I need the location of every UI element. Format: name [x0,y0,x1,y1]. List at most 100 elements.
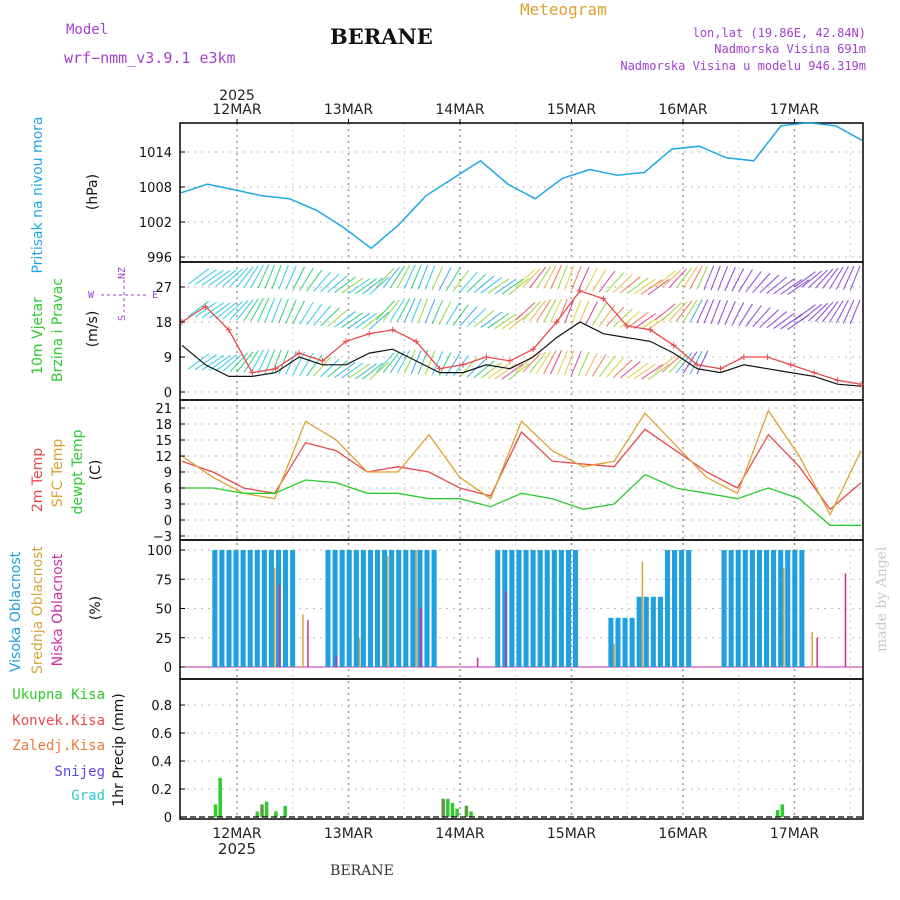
high-cloud-bar [431,550,437,667]
high-cloud-bar [544,550,550,667]
wind-arrow [362,277,384,295]
wind-arrow [362,312,384,330]
wind-arrow [348,363,371,379]
low-cloud-label: Niska Oblacnost [50,553,66,666]
wind-arrow [731,268,745,292]
wind-arrow [278,265,289,290]
wind-arrow [522,267,541,288]
compass-s: S [117,315,128,321]
wind-arrow [794,271,816,288]
wind-arrow [369,276,390,296]
y-tick-label: −3 [153,530,172,545]
high-cloud-bar [212,550,218,667]
wind-arrow [208,269,231,286]
high-cloud-bar [219,550,225,667]
sfc-temp-line [181,409,862,517]
compass-w: W [88,290,95,301]
day-label-top: 12MAR [212,102,261,118]
wind-arrow [271,298,282,323]
y-tick-label: 100 [147,544,172,559]
wind-arrow [682,299,698,323]
wind-arrow [780,278,803,295]
wind-arrow [389,298,405,322]
high-cloud-bar [374,550,381,667]
elevation-text: Nadmorska Visina 691m [714,42,866,56]
wind-arrow [508,362,530,381]
wind-arrow [187,268,210,285]
wind-arrow [536,351,552,374]
wind-arrow [313,356,332,377]
wind-arrow [710,299,721,325]
wind-arrow [382,299,400,321]
high-cloud-bar [516,550,522,667]
wind-arrow [724,301,736,326]
high-cloud-bar [763,550,770,667]
wind-arrow [591,268,607,292]
wind-arrow [369,361,390,381]
wind-arrow [647,278,670,296]
wind-arrow [675,300,693,322]
high-cloud-bar [742,550,748,667]
wind-arrow [438,267,452,291]
wind-arrow [536,299,552,322]
high-cloud-bar [558,550,564,667]
mid-cloud-bar [811,631,813,667]
day-label-bottom: 16MAR [658,826,707,842]
precip-bar [441,798,445,817]
wind-ylabel: (m/s) [85,311,101,348]
wind-arrow [243,350,259,373]
day-label-bottom: 12MAR [212,826,261,842]
wind-arrow [382,351,400,373]
y-tick-label: 0.2 [151,783,172,798]
y-tick-label: 1014 [139,146,172,161]
wind-arrow [452,304,469,326]
high-cloud-bar [268,550,274,667]
wind-arrow [759,274,779,294]
y-tick-label: 21 [155,402,172,417]
wind-arrow [445,268,461,292]
wind-arrow [591,303,607,326]
high-cloud-bar [382,550,388,667]
wind-arrow [431,351,444,376]
mid-cloud-bar [415,550,417,667]
wind-arrow [682,266,698,289]
wind-arrow [842,299,855,324]
high-cloud-bar [629,617,635,667]
wind-arrow [473,360,495,379]
wind-arrow [236,299,254,321]
high-cloud-bar [771,550,777,667]
wind-arrow [271,264,282,290]
wind-arrow [438,301,452,325]
wind-arrow [745,271,762,293]
wind-arrow [424,350,436,376]
legend-total-rain: Ukupna Kisa [12,687,105,703]
y-tick-label: 9 [164,351,172,366]
wind-arrow [626,312,649,329]
station-title: BERANE [330,24,433,49]
wind-arrow [550,350,562,375]
wind-arrow [605,306,625,327]
wind-arrow [626,277,649,294]
wind-arrow [313,305,332,326]
high-cloud-bar [636,596,642,667]
y-tick-label: 18 [155,316,172,331]
high-cloud-bar [664,550,671,667]
wind-arrow [529,266,547,289]
wind-arrow [515,302,536,321]
high-cloud-bar [749,550,755,667]
wind-arrow [396,265,411,289]
wind-arrow [577,351,590,376]
high-cloud-bar [410,550,416,667]
svg-text:Z: Z [117,267,128,273]
wind-arrow [306,354,323,377]
wind-arrow [696,265,709,290]
wind-arrow [341,312,364,328]
y-tick-label: 18 [155,418,172,433]
wind-arrow [515,269,536,288]
wind-arrow [738,303,753,327]
wind-arrow [320,273,340,293]
wind-arrow [745,305,762,327]
wind-arrow [431,299,444,325]
wind-arrow [710,265,721,291]
wind-arrow [222,268,243,287]
